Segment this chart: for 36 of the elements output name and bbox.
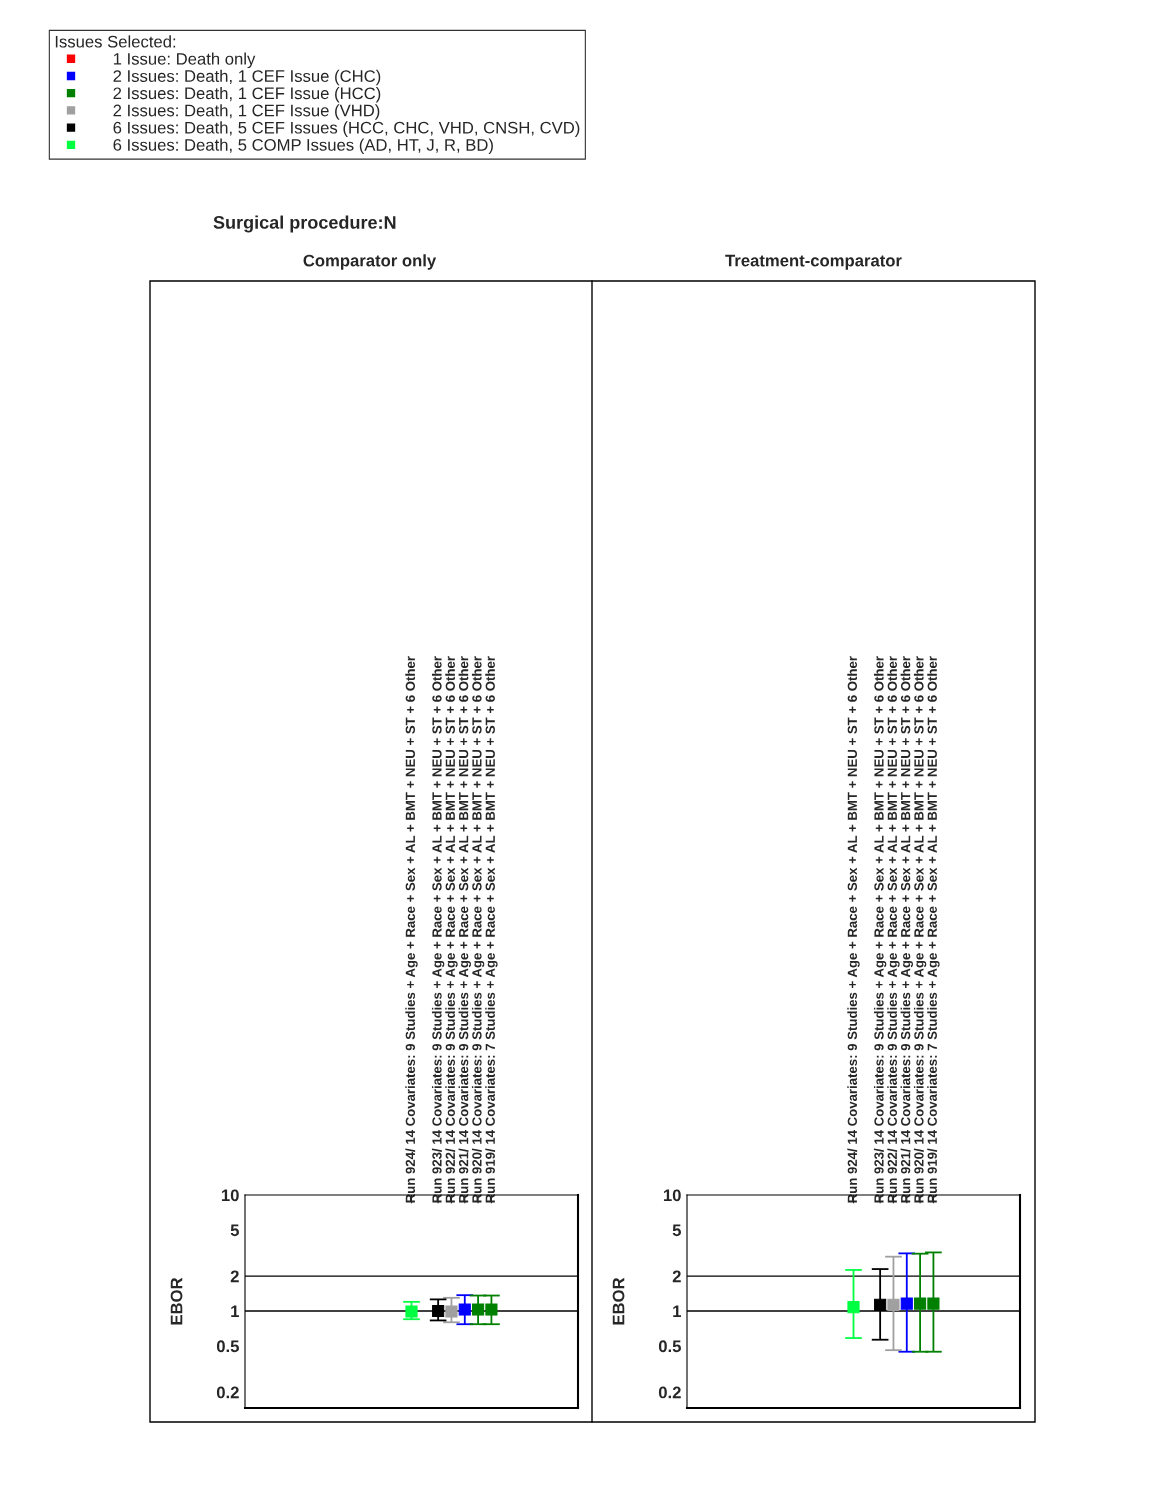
y-tick-label: 1 [231, 1305, 239, 1318]
x-tick-label: Run 919/ 14 Covariates: 7 Studies + Age + Race + Sex + AL + BMT + NEU + ST + 6 Other [927, 656, 940, 1203]
x-tick-label: Run 922/ 14 Covariates: 9 Studies + Age + Race + Sex + AL + BMT + NEU + ST + 6 Other [445, 656, 458, 1203]
legend-label: 2 Issues: Death, 1 CEF Issue (VHD) [113, 104, 380, 120]
x-tick-label: Run 924/ 14 Covariates: 9 Studies + Age + Race + Sex + AL + BMT + NEU + ST + 6 Other [847, 656, 860, 1203]
y-tick-label: 1 [673, 1305, 681, 1318]
chart-title: Comparator only [303, 254, 437, 270]
legend-label: 6 Issues: Death, 5 CEF Issues (HCC, CHC, VHD, CNSH, CVD) [113, 121, 580, 137]
x-tick-label: Run 920/ 14 Covariates: 9 Studies + Age + Race + Sex + AL + BMT + NEU + ST + 6 Other [913, 656, 927, 1203]
x-tick-label: Run 921/ 14 Covariates: 9 Studies + Age + Race + Sex + AL + BMT + NEU + ST + 6 Other [458, 656, 471, 1203]
y-tick-label: 2 [672, 1270, 681, 1283]
legend-title: Issues Selected: [55, 35, 176, 48]
legend-label: 2 Issues: Death, 1 CEF Issue (HCC) [113, 86, 381, 103]
legend-label: 1 Issue: Death only [113, 52, 256, 69]
y-tick-label: 10 [221, 1189, 239, 1202]
text: Surgical procedure:N [213, 215, 396, 233]
x-tick-label: Run 920/ 14 Covariates: 9 Studies + Age + Race + Sex + AL + BMT + NEU + ST + 6 Other [471, 656, 485, 1203]
x-tick-label: Run 921/ 14 Covariates: 9 Studies + Age + Race + Sex + AL + BMT + NEU + ST + 6 Other [900, 656, 913, 1203]
y-tick-label: 10 [663, 1189, 681, 1202]
y-tick-label: 0.5 [216, 1340, 239, 1353]
x-tick-label: Run 919/ 14 Covariates: 7 Studies + Age + Race + Sex + AL + BMT + NEU + ST + 6 Other [485, 656, 498, 1203]
y-tick-label: 0.2 [216, 1386, 239, 1399]
y-tick-label: 0.5 [658, 1340, 681, 1353]
y-tick-label: 5 [230, 1224, 239, 1237]
y-tick-label: 0.2 [658, 1386, 681, 1399]
y-tick-label: 2 [230, 1270, 239, 1283]
x-tick-label: Run 924/ 14 Covariates: 9 Studies + Age + Race + Sex + AL + BMT + NEU + ST + 6 Other [405, 656, 418, 1203]
y-tick-label: 5 [672, 1224, 681, 1237]
x-tick-label: Run 922/ 14 Covariates: 9 Studies + Age + Race + Sex + AL + BMT + NEU + ST + 6 Other [887, 656, 900, 1203]
chart-title: Treatment-comparator [725, 254, 902, 270]
x-tick-label: Run 923/ 14 Covariates: 9 Studies + Age + Race + Sex + AL + BMT + NEU + ST + 6 Other [431, 656, 445, 1203]
legend-label: 2 Issues: Death, 1 CEF Issue (CHC) [113, 69, 381, 86]
y-axis-title: EBOR [612, 1277, 625, 1325]
legend-label: 6 Issues: Death, 5 COMP Issues (AD, HT, J, R, BD) [113, 138, 493, 155]
y-axis-title: EBOR [170, 1277, 183, 1325]
x-tick-label: Run 923/ 14 Covariates: 9 Studies + Age + Race + Sex + AL + BMT + NEU + ST + 6 Other [873, 656, 887, 1203]
